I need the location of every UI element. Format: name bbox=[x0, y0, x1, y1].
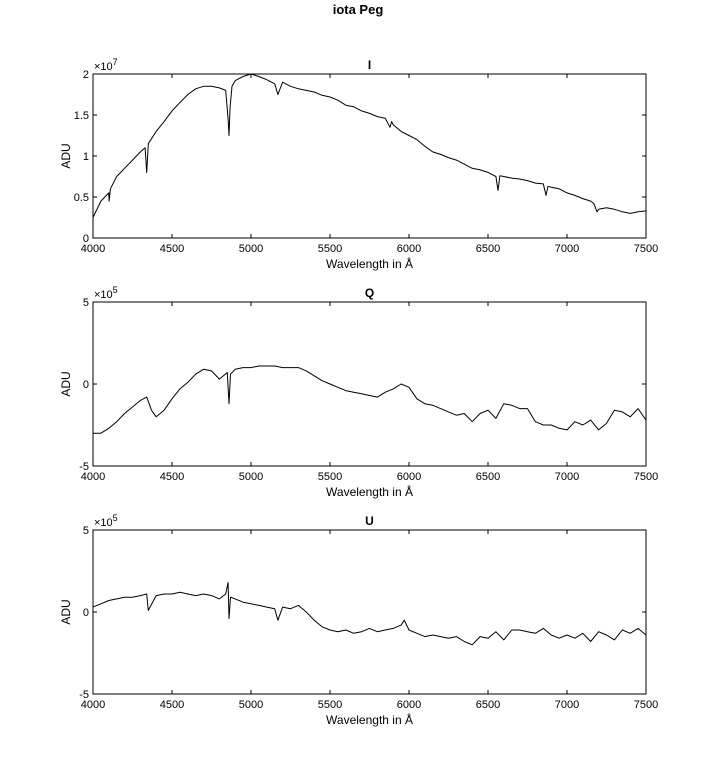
x-tick-label: 7500 bbox=[634, 243, 658, 255]
scale-exponent-label: ×107 bbox=[94, 57, 118, 73]
scale-exponent: 5 bbox=[113, 513, 118, 523]
series-line-q bbox=[93, 365, 647, 434]
y-tick-label: 0 bbox=[83, 607, 89, 619]
scale-base: ×10 bbox=[94, 61, 113, 73]
y-tick-label: -5 bbox=[79, 461, 89, 473]
x-tick-label: 5000 bbox=[239, 243, 263, 255]
panel-u: U 4000 4500 5000 5500 6000 6500 7000 7500 -5 0 5 Wav… bbox=[59, 513, 658, 727]
y-axis-label: ADU bbox=[59, 371, 73, 396]
x-tick-label: 5000 bbox=[239, 699, 263, 711]
x-tick-label: 4000 bbox=[81, 699, 105, 711]
x-tick-label: 6000 bbox=[397, 699, 421, 711]
y-tick-label: 1.5 bbox=[74, 110, 89, 122]
x-tick-label: 6000 bbox=[397, 471, 421, 483]
panel-q: Q 4000 4500 5000 5500 6000 6500 7000 7500 -5 0 5 Wav… bbox=[59, 285, 658, 499]
plot-area bbox=[92, 301, 647, 467]
x-axis-label: Wavelength in Å bbox=[326, 712, 413, 727]
series-line-i bbox=[92, 73, 647, 218]
panel-title: Q bbox=[365, 286, 374, 300]
y-tick-label: 1 bbox=[83, 151, 89, 163]
y-tick-label: 5 bbox=[83, 297, 89, 309]
y-tick-label: 0.5 bbox=[74, 192, 89, 204]
x-tick-label: 4500 bbox=[160, 471, 184, 483]
panel-title: I bbox=[368, 58, 371, 72]
x-tick-label: 4000 bbox=[81, 243, 105, 255]
y-tick-label: 2 bbox=[83, 69, 89, 81]
plot-area bbox=[92, 73, 647, 239]
scale-base: ×10 bbox=[94, 289, 113, 301]
x-tick-label: 7000 bbox=[555, 699, 579, 711]
scale-base: ×10 bbox=[94, 517, 113, 529]
x-tick-label: 4000 bbox=[81, 471, 105, 483]
y-tick-label: 0 bbox=[83, 233, 89, 245]
x-axis-label: Wavelength in Å bbox=[326, 484, 413, 499]
scale-exponent: 5 bbox=[113, 285, 118, 295]
y-axis-label: ADU bbox=[59, 143, 73, 168]
panel-title: U bbox=[365, 514, 374, 528]
x-tick-label: 6000 bbox=[397, 243, 421, 255]
series-line-u bbox=[92, 582, 647, 646]
x-tick-label: 4500 bbox=[160, 243, 184, 255]
x-tick-label: 6500 bbox=[476, 471, 500, 483]
y-tick-label: -5 bbox=[79, 689, 89, 701]
x-tick-label: 6500 bbox=[476, 243, 500, 255]
x-tick-label: 7500 bbox=[634, 471, 658, 483]
panel-i: I 4000 4500 5000 5500 6000 6500 7000 7500 0 0.5 1 1.… bbox=[59, 57, 658, 271]
x-tick-label: 7000 bbox=[555, 243, 579, 255]
y-tick-label: 0 bbox=[83, 379, 89, 391]
scale-exponent-label: ×105 bbox=[94, 513, 118, 529]
x-tick-label: 5500 bbox=[318, 471, 342, 483]
plot-area bbox=[92, 529, 647, 695]
x-axis-label: Wavelength in Å bbox=[326, 256, 413, 271]
y-tick-label: 5 bbox=[83, 525, 89, 537]
x-tick-label: 7500 bbox=[634, 699, 658, 711]
scale-exponent: 7 bbox=[113, 57, 118, 67]
scale-exponent-label: ×105 bbox=[94, 285, 118, 301]
x-tick-label: 5500 bbox=[318, 699, 342, 711]
x-tick-label: 7000 bbox=[555, 471, 579, 483]
y-axis-label: ADU bbox=[59, 599, 73, 624]
figure-title: iota Peg bbox=[333, 2, 384, 17]
x-tick-label: 4500 bbox=[160, 699, 184, 711]
x-tick-label: 5500 bbox=[318, 243, 342, 255]
x-tick-label: 5000 bbox=[239, 471, 263, 483]
x-tick-label: 6500 bbox=[476, 699, 500, 711]
